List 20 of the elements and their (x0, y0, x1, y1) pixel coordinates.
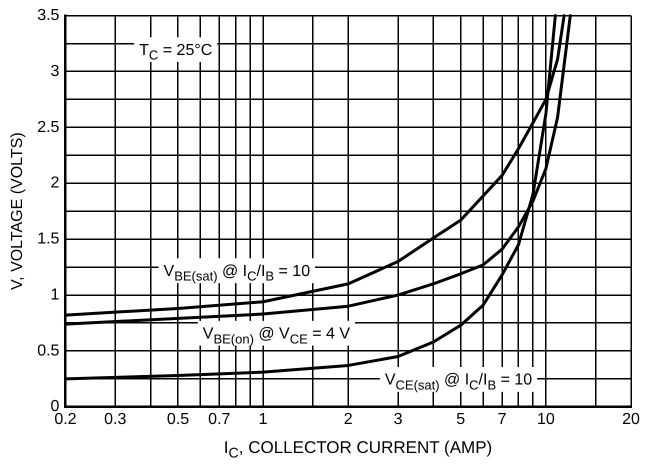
x-tick-label: 10 (536, 410, 555, 428)
y-tick-label: 1.5 (37, 230, 60, 248)
y-axis-title: V, VOLTAGE (VOLTS) (9, 132, 26, 290)
x-tick-label: 5 (456, 410, 466, 428)
y-tick-label: 2.5 (37, 118, 60, 136)
y-tick-label: 0.5 (37, 342, 60, 360)
y-tick-label: 2 (50, 174, 60, 192)
x-tick-label: 0.3 (104, 410, 126, 428)
x-tick-label: 3 (394, 410, 403, 428)
x-tick-label: 1 (258, 410, 268, 428)
x-tick-label: 2 (344, 410, 353, 428)
y-tick-label: 3.5 (37, 7, 60, 24)
x-axis-title: I$_{C}$, COLLECTOR CURRENT (AMP) (222, 438, 494, 462)
x-tick-label: 0.5 (166, 410, 190, 428)
x-tick-label: 20 (622, 410, 640, 428)
y-tick-label: 1 (50, 286, 60, 304)
x-tick-label: 0.2 (54, 410, 77, 428)
x-tick-label: 0.7 (208, 410, 231, 428)
x-tick-label: 7 (498, 410, 507, 428)
y-tick-label: 3 (50, 62, 60, 80)
